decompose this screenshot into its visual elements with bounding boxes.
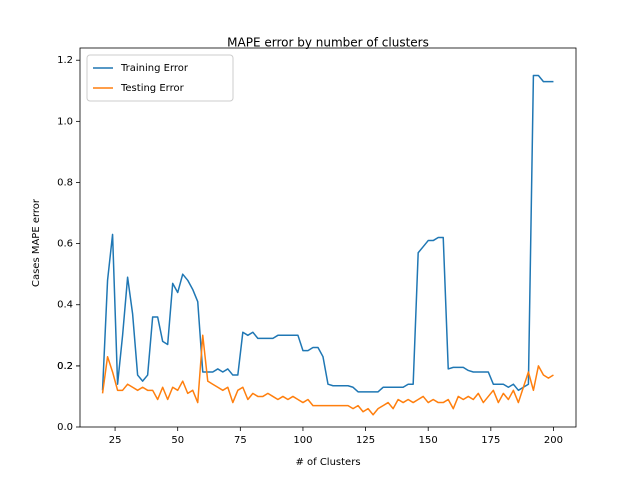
y-tick-label: 1.0 (57, 116, 73, 127)
y-tick-label: 0.2 (57, 361, 73, 372)
x-tick-label: 75 (234, 435, 247, 446)
y-tick-label: 0.0 (57, 422, 73, 433)
legend-label: Testing Error (120, 83, 185, 94)
x-tick-label: 200 (544, 435, 563, 446)
x-tick-label: 100 (293, 435, 312, 446)
x-tick-label: 50 (171, 435, 184, 446)
axes-frame (79, 47, 577, 428)
legend-label: Training Error (120, 63, 189, 74)
y-tick-label: 0.4 (57, 300, 73, 311)
legend-box (86, 54, 234, 102)
x-tick-label: 175 (481, 435, 500, 446)
y-tick-label: 1.2 (57, 55, 73, 66)
y-axis-label: Cases MAPE error (31, 198, 42, 287)
y-tick-label: 0.6 (57, 239, 73, 250)
x-tick-label: 25 (109, 435, 122, 446)
data-line (101, 334, 554, 416)
y-tick-label: 0.2 (57, 361, 73, 372)
legend: Training Error Testing Error (86, 54, 234, 102)
x-tick-label: 150 (419, 435, 438, 446)
chart-title: MAPE error by number of clusters (227, 36, 429, 50)
y-tick-label: 0.8 (57, 177, 73, 188)
x-tick-label: 125 (356, 435, 375, 446)
data-line (101, 74, 554, 393)
x-axis-label: # of Clusters (295, 457, 360, 468)
